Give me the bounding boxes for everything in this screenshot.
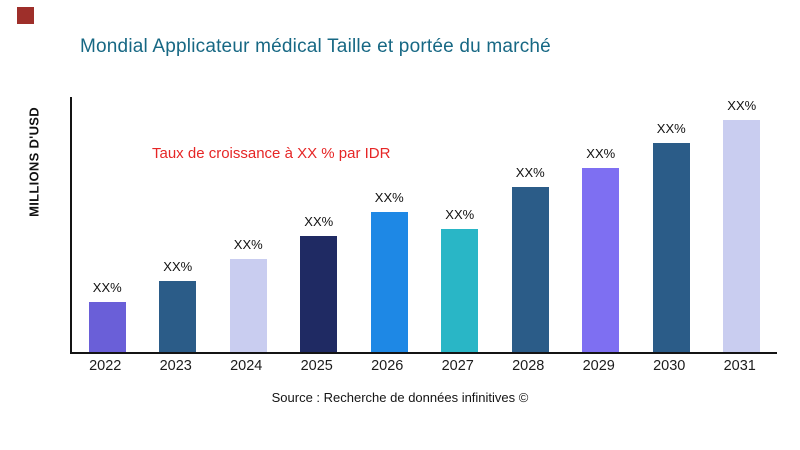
x-tick-2029: 2029 — [582, 358, 615, 374]
x-tick-2023: 2023 — [159, 358, 192, 374]
x-tick-2022: 2022 — [89, 358, 122, 374]
bar-column-2031: XX% — [707, 97, 778, 352]
x-tick-2030: 2030 — [653, 358, 686, 374]
bar-2024 — [229, 259, 267, 352]
x-axis-tick-labels: 2022 2023 2024 2025 2026 2027 2028 2029 2030 2031 — [70, 358, 775, 374]
chart-title: Mondial Applicateur médical Taille et po… — [80, 36, 551, 57]
bar-value-label-2026: XX% — [374, 190, 404, 205]
growth-annotation: Taux de croissance à XX % par IDR — [152, 145, 391, 162]
x-tick-2025: 2025 — [300, 358, 333, 374]
source-text: Source : Recherche de données infinitive… — [271, 390, 529, 405]
bar-2031 — [723, 120, 761, 352]
bar-value-label-2023: XX% — [163, 259, 193, 274]
x-tick-2024: 2024 — [230, 358, 263, 374]
y-axis-label: MILLIONS D'USD — [26, 107, 42, 217]
bar-value-label-2030: XX% — [656, 121, 686, 136]
bar-2029 — [582, 168, 620, 352]
bar-value-label-2025: XX% — [304, 214, 334, 229]
bar-column-2025: XX% — [284, 97, 355, 352]
bar-value-label-2028: XX% — [515, 165, 545, 180]
bar-2027 — [441, 229, 479, 352]
x-tick-2027: 2027 — [441, 358, 474, 374]
bar-column-2022: XX% — [72, 97, 143, 352]
bar-2022 — [88, 302, 126, 352]
bar-2028 — [511, 187, 549, 352]
plot-area: Taux de croissance à XX % par IDR XX% XX%… — [70, 97, 777, 354]
bar-column-2028: XX% — [495, 97, 566, 352]
bar-2026 — [370, 212, 408, 352]
bar-group: XX% XX% XX% XX% XX% XX% XX% XX% XX% XX% — [72, 97, 777, 352]
x-tick-2031: 2031 — [723, 358, 756, 374]
bar-column-2027: XX% — [425, 97, 496, 352]
bar-column-2026: XX% — [354, 97, 425, 352]
bar-2023 — [159, 281, 197, 352]
bar-2030 — [652, 143, 690, 352]
x-tick-2028: 2028 — [512, 358, 545, 374]
bar-column-2024: XX% — [213, 97, 284, 352]
bar-value-label-2022: XX% — [92, 280, 122, 295]
x-tick-2026: 2026 — [371, 358, 404, 374]
bar-2025 — [300, 236, 338, 352]
bar-value-label-2029: XX% — [586, 146, 616, 161]
bar-value-label-2031: XX% — [727, 98, 757, 113]
bar-value-label-2024: XX% — [233, 237, 263, 252]
brand-logo — [17, 7, 34, 24]
bar-column-2030: XX% — [636, 97, 707, 352]
bar-value-label-2027: XX% — [445, 207, 475, 222]
bar-column-2029: XX% — [566, 97, 637, 352]
bar-column-2023: XX% — [143, 97, 214, 352]
